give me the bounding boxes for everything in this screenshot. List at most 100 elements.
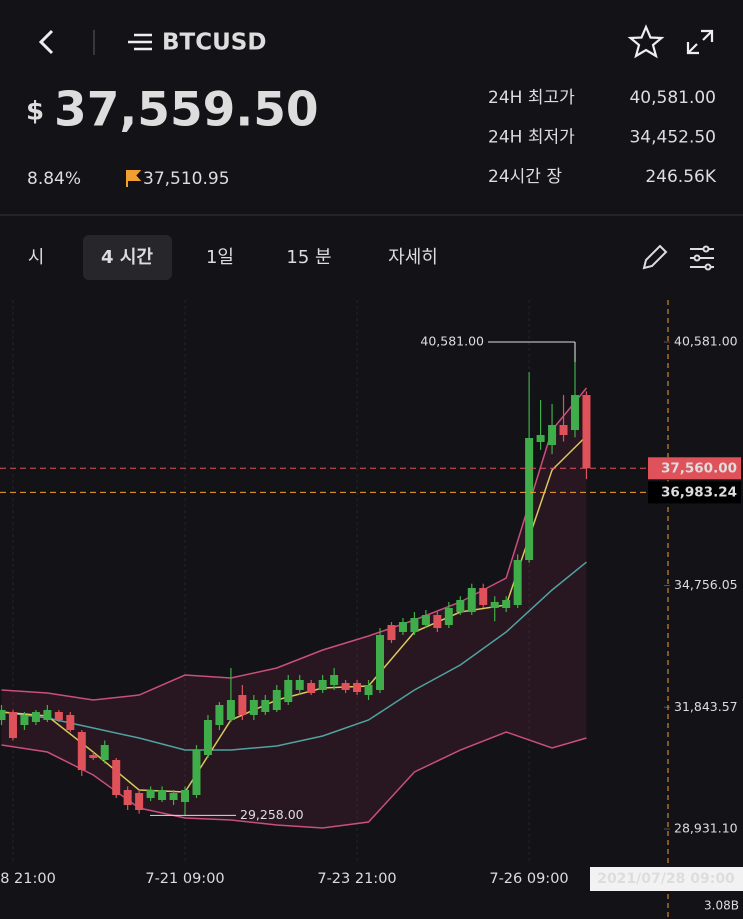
candle-body <box>479 587 488 605</box>
candle-body <box>226 700 235 720</box>
expand-button[interactable] <box>686 29 714 55</box>
candle-body <box>146 790 155 799</box>
favorite-button[interactable] <box>627 24 665 59</box>
x-label: 7-26 09:00 <box>489 871 568 887</box>
y-tick-label: 28,931.10 <box>674 821 738 836</box>
candle-body <box>456 599 465 613</box>
candle-body <box>433 614 442 629</box>
candle-body <box>318 679 327 690</box>
candle-body <box>398 622 407 633</box>
candle-body <box>77 731 86 771</box>
crosshair-label: 2021/07/28 09:00 <box>597 871 735 887</box>
symbol-title: BTCUSD <box>162 30 266 56</box>
band-fill <box>1 387 587 828</box>
tabs: 시 4 시간 1일 15 분 자세히 <box>28 235 438 280</box>
candle-body <box>123 790 132 806</box>
x-label: 7-21 09:00 <box>145 871 224 887</box>
price-label: 37,560.00 <box>661 460 737 476</box>
candle-body <box>513 560 522 605</box>
candle-body <box>31 712 40 723</box>
tab[interactable]: 15 분 <box>286 247 331 268</box>
y-tick-label: 40,581.00 <box>674 334 738 349</box>
indicator-line <box>1 731 587 829</box>
candle-body <box>272 689 281 711</box>
back-button[interactable] <box>38 29 54 55</box>
candle-body <box>490 601 499 609</box>
low-label: 29,258.00 <box>240 807 304 822</box>
last-price: 37,559.50 <box>54 83 319 138</box>
y-tick-label: 31,843.57 <box>674 699 738 714</box>
candle-body <box>192 750 201 796</box>
candle-body <box>249 700 258 715</box>
high-label: 40,581.00 <box>420 334 484 349</box>
mark-flag <box>126 170 142 187</box>
tab-highlight <box>83 235 172 280</box>
candle-body <box>376 635 385 690</box>
candle-body <box>387 625 396 641</box>
candle-body <box>284 679 293 703</box>
tab[interactable]: 시 <box>28 247 45 268</box>
tab[interactable]: 자세히 <box>388 247 438 268</box>
price-label-bg <box>648 457 741 480</box>
candle-body <box>238 695 247 715</box>
candle-body <box>158 790 167 801</box>
candle-body <box>421 614 430 626</box>
crosshair-label-bg <box>590 867 743 891</box>
stat-value: 40,581.00 <box>629 88 716 108</box>
candle-body <box>89 755 98 758</box>
candle-body <box>215 704 224 726</box>
x-label: 8 21:00 <box>0 871 56 887</box>
draw-button[interactable] <box>642 244 668 270</box>
candle-body <box>548 424 557 446</box>
candle-body <box>364 685 373 696</box>
stat-value: 246.56K <box>645 167 716 187</box>
candle-body <box>54 712 63 720</box>
tab[interactable]: 1일 <box>206 247 234 268</box>
candle-body <box>341 683 350 690</box>
price-label-bg <box>648 481 741 504</box>
candle-body <box>444 608 453 626</box>
chart: 40,581.00 34,756.05 31,843.57 28,931.10 40,5… <box>0 300 743 919</box>
candle-body <box>8 712 17 739</box>
candle-body <box>203 720 212 756</box>
stats: 24H 최고가 40,581.00 24H 최저가 34,452.50 24시간 장 24… <box>488 88 717 187</box>
candle-body <box>135 793 144 811</box>
stat-label: 24시간 장 <box>488 167 562 187</box>
change-percent: 8.84% <box>27 169 81 189</box>
candle-body <box>295 679 304 690</box>
candle-body <box>181 790 190 803</box>
candle-body <box>112 760 121 796</box>
candle-body <box>20 714 29 726</box>
candle-body <box>571 395 579 431</box>
stat-label: 24H 최저가 <box>488 128 575 148</box>
candle-body <box>100 744 109 761</box>
candle-body <box>502 599 511 609</box>
stat-label: 24H 최고가 <box>488 88 575 108</box>
menu-icon[interactable] <box>128 33 152 51</box>
volume-label: 3.08B <box>704 899 739 913</box>
candle-body <box>559 424 568 436</box>
candle-body <box>330 675 339 686</box>
tab[interactable]: 4 시간 <box>101 247 153 268</box>
candle-body <box>536 435 545 443</box>
stat-value: 34,452.50 <box>629 128 716 148</box>
candle-body <box>169 793 178 801</box>
indicator-line <box>1 387 588 701</box>
candle-body <box>582 395 591 469</box>
candle-body <box>0 710 6 720</box>
price-label: 36,983.24 <box>661 484 737 500</box>
x-label: 7-23 21:00 <box>317 871 396 887</box>
settings-button[interactable] <box>690 245 714 271</box>
candle-body <box>43 710 52 720</box>
indicator-line <box>1 561 587 751</box>
candle-body <box>307 683 316 693</box>
candle-body <box>467 587 476 613</box>
y-tick-label: 34,756.05 <box>674 577 738 592</box>
candle-body <box>410 617 419 633</box>
candle-body <box>261 700 270 712</box>
currency-symbol: $ <box>26 97 44 127</box>
candle-body <box>353 683 362 692</box>
candle-body <box>525 437 534 561</box>
